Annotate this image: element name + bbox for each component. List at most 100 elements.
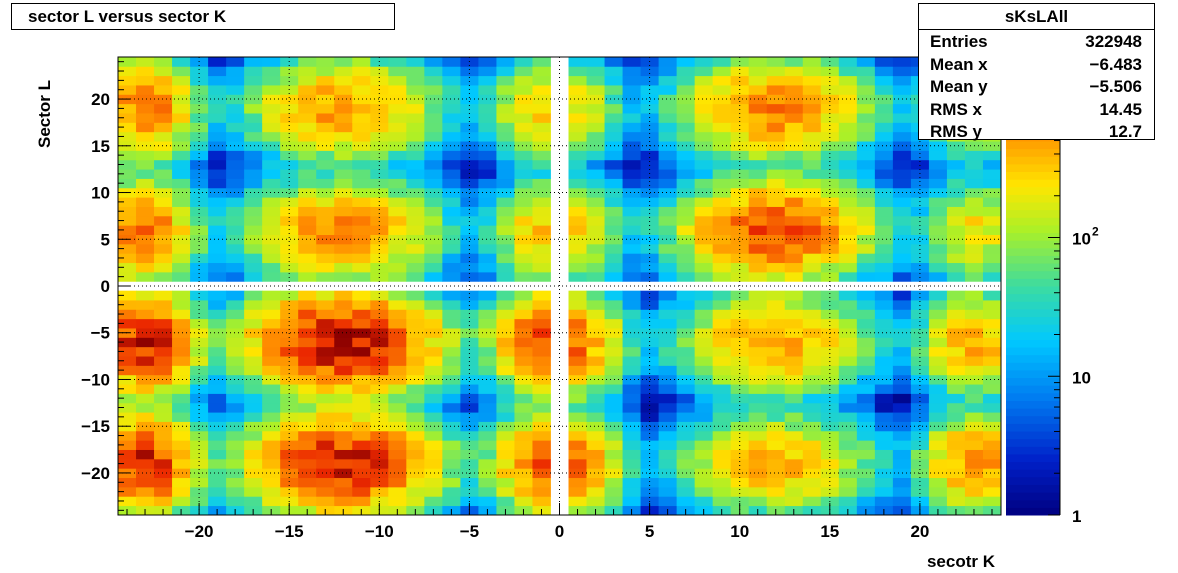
heatmap-cell: [442, 384, 461, 394]
heatmap-cell: [946, 356, 966, 366]
x-tick-label: 0: [555, 522, 564, 541]
heatmap-cell: [244, 225, 263, 235]
heatmap-cell: [874, 477, 894, 488]
heatmap-cell: [514, 440, 533, 450]
heatmap-cell: [442, 290, 461, 301]
heatmap-cell: [910, 290, 930, 301]
heatmap-cell: [226, 402, 245, 413]
heatmap-cell: [118, 486, 137, 497]
heatmap-cell: [586, 178, 605, 189]
heatmap-cell: [748, 290, 768, 301]
heatmap-cell: [838, 374, 858, 385]
heatmap-cell: [478, 374, 497, 385]
heatmap-cell: [622, 365, 641, 376]
heatmap-cell: [244, 178, 263, 189]
heatmap-cell: [874, 103, 894, 114]
heatmap-cell: [640, 300, 660, 310]
heatmap-cell: [766, 421, 786, 432]
heatmap-cell: [658, 309, 678, 320]
heatmap-cell: [946, 449, 966, 460]
heatmap-cell: [280, 103, 299, 114]
heatmap-cell: [442, 328, 461, 338]
heatmap-cell: [388, 234, 407, 245]
heatmap-cell: [658, 356, 678, 366]
heatmap-cell: [352, 328, 371, 338]
heatmap-cell: [838, 131, 858, 142]
heatmap-cell: [910, 318, 930, 329]
heatmap-cell: [568, 496, 587, 507]
heatmap-cell: [838, 187, 858, 198]
heatmap-cell: [478, 197, 497, 207]
heatmap-cell: [532, 402, 551, 413]
heatmap-cell: [280, 197, 299, 207]
heatmap-cell: [640, 449, 660, 460]
heatmap-cell: [694, 159, 714, 170]
heatmap-cell: [316, 486, 335, 497]
heatmap-cell: [784, 309, 804, 320]
heatmap-cell: [532, 309, 551, 320]
heatmap-cell: [334, 486, 353, 497]
heatmap-cell: [532, 225, 551, 235]
heatmap-cell: [352, 402, 371, 413]
heatmap-cell: [802, 113, 822, 123]
heatmap-cell: [172, 271, 191, 282]
heatmap-cell: [676, 496, 696, 507]
heatmap-cell: [532, 159, 551, 170]
heatmap-cell: [154, 150, 173, 161]
heatmap-cell: [766, 496, 786, 507]
heatmap-cell: [586, 300, 605, 310]
heatmap-cell: [406, 300, 425, 310]
heatmap-cell: [856, 402, 876, 413]
heatmap-cell: [172, 486, 191, 497]
heatmap-cell: [748, 262, 768, 273]
heatmap-cell: [208, 243, 227, 254]
heatmap-cell: [892, 85, 912, 95]
heatmap-cell: [298, 234, 317, 245]
heatmap-cell: [226, 337, 245, 348]
heatmap-cell: [586, 271, 605, 282]
heatmap-cell: [802, 253, 822, 264]
heatmap-cell: [676, 103, 696, 114]
palette-segment: [1006, 408, 1060, 417]
heatmap-cell: [262, 374, 281, 385]
heatmap-cell: [874, 412, 894, 422]
heatmap-cell: [388, 328, 407, 338]
heatmap-cell: [478, 486, 497, 497]
palette-segment: [1006, 286, 1060, 295]
heatmap-cell: [190, 393, 209, 404]
heatmap-cell: [676, 393, 696, 404]
heatmap-cell: [676, 412, 696, 422]
heatmap-cell: [928, 300, 948, 310]
heatmap-cell: [532, 66, 551, 77]
heatmap-cell: [316, 103, 335, 114]
heatmap-cell: [676, 122, 696, 133]
palette-segment: [1006, 194, 1060, 203]
heatmap-cell: [802, 356, 822, 366]
heatmap-cell: [802, 440, 822, 450]
heatmap-cell: [262, 440, 281, 450]
heatmap-cell: [496, 197, 515, 207]
heatmap-cell: [424, 468, 443, 479]
heatmap-cell: [262, 150, 281, 161]
heatmap-cell: [316, 440, 335, 450]
heatmap-cell: [802, 271, 822, 282]
heatmap-cell: [244, 374, 263, 385]
heatmap-cell: [856, 365, 876, 376]
heatmap-cell: [136, 75, 155, 86]
heatmap-cell: [694, 300, 714, 310]
heatmap-cell: [406, 66, 425, 77]
heatmap-cell: [208, 75, 227, 86]
heatmap-cell: [604, 197, 623, 207]
heatmap-cell: [514, 309, 533, 320]
palette-segment: [1006, 140, 1060, 150]
heatmap-cell: [334, 57, 353, 67]
heatmap-cell: [226, 57, 245, 67]
heatmap-cell: [406, 486, 425, 497]
heatmap-cell: [352, 253, 371, 264]
heatmap-cell: [802, 486, 822, 497]
heatmap-cell: [442, 262, 461, 273]
heatmap-cell: [766, 300, 786, 310]
heatmap-cell: [172, 113, 191, 123]
heatmap-cell: [766, 57, 786, 67]
heatmap-cell: [298, 271, 317, 282]
